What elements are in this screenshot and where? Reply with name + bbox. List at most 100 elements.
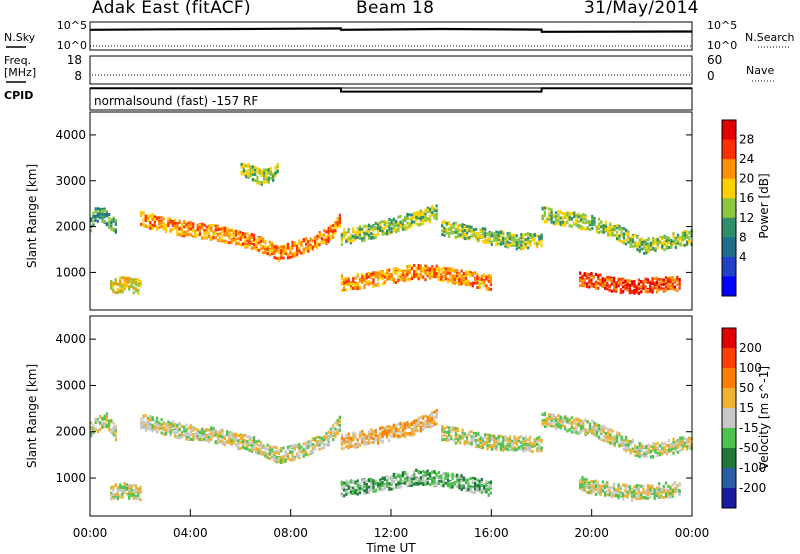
power-cell: [246, 232, 249, 236]
power-cell: [119, 288, 122, 292]
power-cell: [174, 224, 177, 228]
power-cell: [408, 269, 411, 273]
velocity-cell: [146, 418, 150, 422]
velocity-cell: [356, 488, 359, 492]
velocity-cell: [151, 418, 154, 422]
velocity-cell: [228, 436, 231, 440]
power-cell: [593, 220, 596, 224]
velocity-cell: [477, 438, 480, 442]
power-cell: [401, 218, 404, 222]
power-cell: [417, 263, 420, 267]
power-cell: [640, 285, 643, 288]
velocity-cell: [132, 496, 135, 500]
velocity-cell: [471, 485, 474, 489]
velocity-cell: [408, 431, 411, 435]
power-cell: [110, 286, 113, 290]
velocity-cell: [286, 457, 290, 461]
power-cell: [428, 207, 432, 211]
velocity-cell: [406, 473, 409, 477]
power-cell: [626, 286, 629, 290]
power-cell: [94, 214, 97, 218]
power-cell: [591, 218, 594, 222]
power-cell: [428, 218, 432, 222]
velocity-cell: [446, 477, 450, 481]
power-cell: [114, 278, 117, 282]
velocity-cell: [103, 414, 106, 418]
power-cell: [219, 232, 222, 236]
power-cell: [443, 229, 446, 233]
power-cell: [451, 269, 454, 273]
velocity-cell: [483, 483, 486, 487]
velocity-cell: [399, 481, 402, 485]
velocity-cell: [426, 418, 429, 422]
power-cell: [502, 238, 505, 242]
power-cell: [462, 281, 465, 285]
power-cell: [435, 272, 438, 276]
power-cell: [395, 266, 398, 270]
velocity-cell: [449, 482, 452, 486]
power-cell: [676, 233, 680, 237]
power-cell: [256, 167, 259, 171]
velocity-cell: [383, 476, 386, 480]
velocity-cell: [253, 448, 256, 452]
power-cell: [450, 228, 453, 232]
velocity-cell: [395, 430, 398, 433]
velocity-cell: [340, 480, 343, 484]
power-cell: [506, 237, 509, 241]
velocity-cell: [239, 440, 242, 444]
velocity-cell: [149, 415, 152, 418]
power-cell: [520, 236, 523, 240]
power-cell: [114, 219, 117, 223]
velocity-cell: [442, 472, 445, 475]
power-cell: [289, 245, 292, 249]
power-cell: [508, 243, 512, 247]
velocity-cell: [529, 439, 532, 443]
velocity-cell: [511, 446, 514, 450]
velocity-cell: [302, 455, 305, 458]
velocity-cell: [370, 480, 373, 484]
power-cell: [388, 274, 391, 278]
velocity-cell: [566, 418, 569, 422]
velocity-cell: [410, 474, 413, 478]
power-cell: [628, 286, 631, 290]
power-cell: [379, 221, 382, 224]
velocity-cell: [613, 444, 616, 448]
power-cell: [531, 233, 534, 237]
power-cell: [566, 214, 569, 218]
power-cell: [627, 238, 630, 242]
y-tick-label: 3000: [55, 174, 86, 188]
power-cell: [345, 232, 348, 236]
velocity-cell: [443, 430, 446, 433]
power-cell: [604, 277, 607, 281]
velocity-cell: [392, 486, 395, 490]
velocity-cell: [620, 435, 623, 439]
power-cell: [198, 223, 202, 227]
velocity-cell: [305, 450, 308, 454]
power-cell: [256, 175, 259, 179]
power-cell: [325, 238, 328, 242]
power-cell: [673, 285, 677, 289]
power-cell: [671, 282, 674, 286]
power-cell: [458, 282, 461, 286]
power-cell: [467, 270, 470, 274]
power-cell: [575, 218, 578, 222]
power-cell: [363, 234, 366, 238]
velocity-cell: [476, 487, 479, 491]
velocity-cell: [343, 446, 346, 450]
power-cell: [561, 223, 564, 227]
velocity-cell: [582, 428, 585, 432]
power-cell: [467, 279, 470, 283]
power-cell: [451, 280, 454, 284]
power-cell: [422, 212, 425, 216]
velocity-cell: [600, 427, 603, 431]
power-cell: [264, 239, 267, 243]
velocity-cell: [531, 450, 534, 454]
velocity-cell: [493, 443, 496, 447]
power-cell: [441, 220, 444, 224]
velocity-cell: [334, 431, 337, 435]
velocity-cell: [593, 424, 596, 428]
velocity-cell: [463, 432, 466, 436]
velocity-cell: [228, 432, 231, 436]
power-cell: [559, 220, 562, 224]
velocity-cell: [627, 446, 630, 450]
